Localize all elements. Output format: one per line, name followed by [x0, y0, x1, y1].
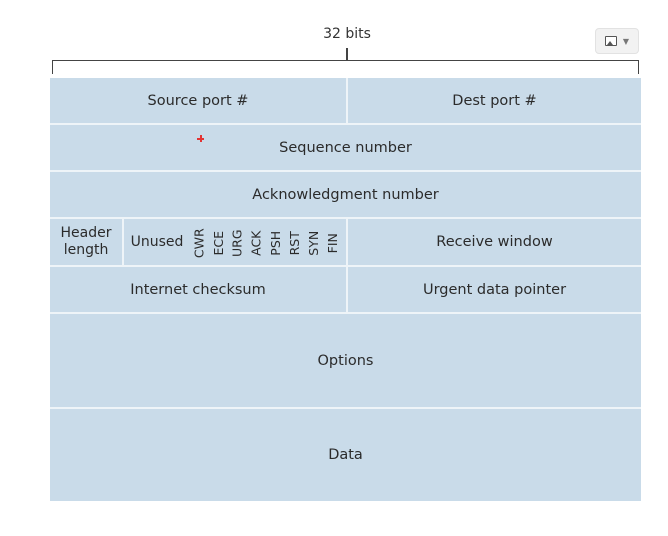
field-divider — [122, 219, 124, 265]
bracket-tick — [346, 48, 348, 60]
row-divider — [50, 170, 641, 172]
row-divider — [50, 265, 641, 267]
chevron-down-icon: ▼ — [622, 36, 630, 46]
dest-port-field: Dest port # — [348, 78, 641, 123]
receive-window-field: Receive window — [348, 219, 641, 265]
flag-cwr: CWR — [191, 222, 209, 264]
field-divider — [346, 78, 348, 123]
flag-psh: PSH — [267, 222, 285, 264]
flag-urg: URG — [229, 222, 247, 264]
row-divider — [50, 312, 641, 314]
row-divider — [50, 123, 641, 125]
sequence-number-field: Sequence number — [50, 125, 641, 170]
flag-urg-label: URG — [229, 229, 245, 257]
flag-psh-label: PSH — [267, 230, 283, 256]
image-options-button[interactable]: ▼ — [595, 28, 639, 54]
source-port-field: Source port # — [50, 78, 346, 123]
options-field: Options — [50, 314, 641, 407]
crosshair-cursor — [197, 135, 204, 142]
bit-width-label: 32 bits — [323, 26, 371, 42]
urgent-pointer-field: Urgent data pointer — [348, 267, 641, 312]
acknowledgment-number-field: Acknowledgment number — [50, 172, 641, 217]
header-length-line1: Header — [60, 225, 112, 241]
unused-field: Unused — [124, 219, 190, 265]
flag-rst-label: RST — [286, 230, 302, 256]
header-length-line2: length — [63, 242, 109, 258]
internet-checksum-field: Internet checksum — [50, 267, 346, 312]
field-divider — [346, 219, 348, 265]
flag-cwr-label: CWR — [191, 228, 207, 258]
header-length-field: Header length — [50, 219, 122, 265]
width-bracket — [52, 60, 639, 74]
row-divider — [50, 217, 641, 219]
flag-syn: SYN — [305, 222, 323, 264]
sequence-number-label: Sequence number — [279, 139, 412, 156]
row-divider — [50, 407, 641, 409]
flag-syn-label: SYN — [305, 230, 321, 256]
flag-ece-label: ECE — [210, 230, 226, 256]
image-icon — [604, 36, 617, 46]
flag-ack: ACK — [248, 222, 266, 264]
field-divider — [346, 267, 348, 312]
flag-fin: FIN — [324, 222, 342, 264]
tcp-segment-diagram: Source port # Dest port # Sequence numbe… — [50, 78, 641, 501]
flag-ece: ECE — [210, 222, 228, 264]
data-field: Data — [50, 409, 641, 501]
flag-ack-label: ACK — [248, 230, 264, 256]
flag-fin-label: FIN — [324, 232, 340, 254]
flag-rst: RST — [286, 222, 304, 264]
